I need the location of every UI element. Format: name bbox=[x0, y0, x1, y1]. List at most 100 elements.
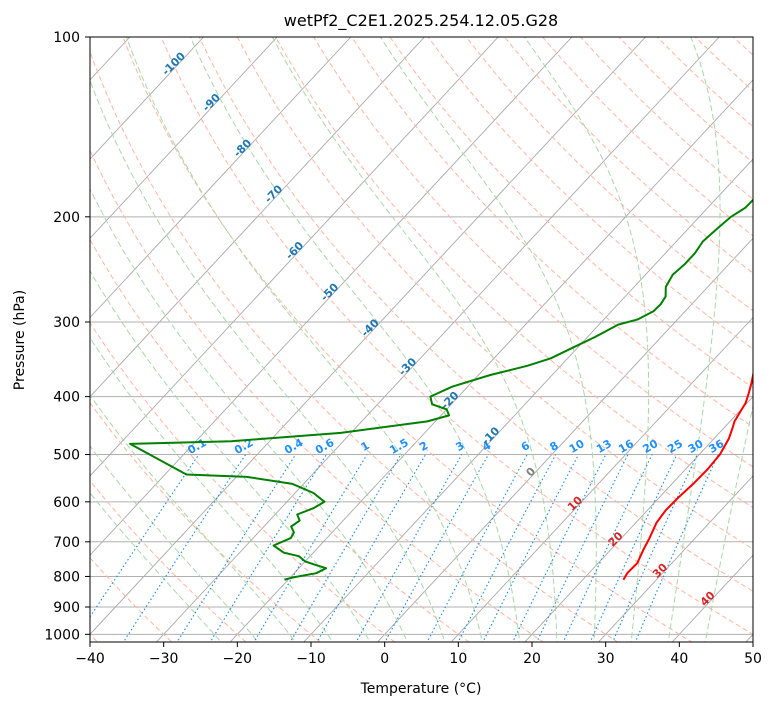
adiabat-label: -50 bbox=[318, 280, 341, 303]
mixing-ratio-label: 1 bbox=[359, 439, 372, 454]
mixing-ratio-label: 16 bbox=[616, 437, 636, 456]
isotherm-line bbox=[671, 554, 753, 642]
mixing-ratio-line bbox=[634, 454, 719, 642]
mixing-ratio-label: 10 bbox=[567, 437, 587, 456]
moist-adiabat-line bbox=[90, 269, 371, 642]
dry-adiabat-line bbox=[580, 37, 753, 200]
y-tick-label: 400 bbox=[53, 390, 80, 406]
y-tick-label: 500 bbox=[53, 448, 80, 464]
x-tick-label: 20 bbox=[523, 651, 541, 667]
y-tick-label: 100 bbox=[53, 30, 80, 46]
mixing-ratio-line bbox=[289, 454, 402, 642]
y-tick-label: 300 bbox=[53, 315, 80, 331]
moist-adiabat-line bbox=[272, 37, 558, 642]
x-tick-label: −10 bbox=[296, 651, 326, 667]
dry-adiabat-line bbox=[236, 37, 753, 550]
temperature-profile-line bbox=[622, 370, 753, 581]
isotherm-line bbox=[0, 37, 56, 647]
moist-adiabat-line bbox=[90, 187, 409, 642]
x-tick-label: 10 bbox=[449, 651, 467, 667]
isotherm-line bbox=[155, 37, 720, 642]
adiabat-label: -70 bbox=[262, 182, 285, 205]
mixing-ratio-label: 2 bbox=[417, 439, 430, 454]
x-tick-label: 50 bbox=[744, 651, 762, 667]
isotherm-line bbox=[90, 37, 425, 398]
mixing-ratio-line bbox=[536, 454, 629, 642]
mixing-ratio-label: 25 bbox=[665, 437, 685, 456]
mixing-ratio-line bbox=[253, 454, 368, 642]
x-tick-label: 30 bbox=[597, 651, 615, 667]
y-tick-label: 1000 bbox=[44, 627, 80, 643]
mixing-ratio-label: 0.6 bbox=[313, 436, 337, 457]
dry-adiabat-line bbox=[427, 37, 753, 350]
isotherm-line bbox=[90, 37, 499, 477]
dry-adiabat-line bbox=[122, 37, 693, 642]
moist-adiabat-line bbox=[90, 79, 446, 642]
mixing-ratio-line bbox=[90, 454, 200, 618]
isotherm-line bbox=[303, 158, 753, 642]
mixing-ratio-label: 30 bbox=[686, 437, 706, 456]
mixing-ratio-label: 3 bbox=[453, 439, 466, 454]
isotherm-line bbox=[229, 79, 753, 642]
adiabat-label: -30 bbox=[396, 355, 419, 378]
adiabat-label: -40 bbox=[359, 316, 382, 339]
adiabat-label: -100 bbox=[159, 49, 188, 78]
dry-adiabat-line bbox=[90, 149, 545, 642]
mixing-ratio-label: 0.1 bbox=[185, 436, 208, 457]
mixing-ratio-line bbox=[562, 454, 653, 642]
mixing-ratio-label: 8 bbox=[547, 439, 560, 454]
x-tick-label: −30 bbox=[149, 651, 179, 667]
moist-adiabat-line bbox=[90, 394, 297, 642]
y-tick-label: 600 bbox=[53, 495, 80, 511]
moist-adiabat-line bbox=[523, 37, 650, 642]
y-tick-label: 900 bbox=[53, 600, 80, 616]
dry-adiabat-line bbox=[656, 37, 753, 128]
y-tick-label: 800 bbox=[53, 569, 80, 585]
y-axis-label: Pressure (hPa) bbox=[12, 290, 28, 390]
mixing-ratio-line bbox=[482, 454, 579, 642]
moist-adiabat-line bbox=[189, 37, 521, 642]
dry-adiabat-line bbox=[90, 556, 173, 642]
dry-adiabat-line bbox=[313, 37, 753, 468]
mixing-ratio-label: 1.5 bbox=[387, 436, 410, 457]
mixing-ratio-line bbox=[457, 454, 557, 642]
moist-adiabat-line bbox=[90, 492, 222, 642]
x-tick-label: −40 bbox=[75, 651, 105, 667]
dry-adiabat-line bbox=[275, 37, 753, 509]
dry-adiabat-line bbox=[90, 479, 247, 642]
chart-title: wetPf2_C2E1.2025.254.12.05.G28 bbox=[284, 11, 558, 31]
isotherm-label: 10 bbox=[565, 493, 585, 513]
mixing-ratio-line bbox=[384, 454, 489, 642]
dry-adiabat-line bbox=[618, 37, 753, 164]
isotherm-label: 30 bbox=[650, 560, 670, 580]
x-tick-label: 40 bbox=[670, 651, 688, 667]
dry-adiabat-line bbox=[90, 321, 396, 642]
dry-adiabat-line bbox=[160, 37, 753, 635]
mixing-ratio-label: 20 bbox=[641, 437, 661, 456]
isotherm-line bbox=[745, 633, 753, 642]
x-axis-label: Temperature (°C) bbox=[360, 681, 482, 697]
isotherm-line bbox=[90, 37, 278, 239]
mixing-ratio-line bbox=[176, 454, 297, 642]
mixing-ratio-label: 0.4 bbox=[282, 436, 306, 457]
moist-adiabat-line bbox=[667, 37, 721, 642]
mixing-ratio-line bbox=[355, 454, 463, 642]
dendritic-curve bbox=[0, 37, 9, 647]
isotherm-line bbox=[524, 396, 753, 642]
adiabat-label: -60 bbox=[283, 239, 306, 262]
moist-adiabat-line bbox=[380, 37, 597, 642]
dry-adiabat-line bbox=[733, 37, 753, 56]
y-tick-label: 700 bbox=[53, 535, 80, 551]
mixing-ratio-line bbox=[122, 454, 247, 642]
isotherm-line bbox=[376, 237, 753, 642]
dry-adiabat-line bbox=[351, 37, 753, 428]
isotherm-label: 20 bbox=[606, 529, 626, 549]
dewpoint-profile-line bbox=[129, 198, 753, 581]
moist-adiabat-line bbox=[90, 445, 259, 642]
dry-adiabat-line bbox=[465, 37, 753, 312]
dry-adiabat-line bbox=[90, 238, 470, 642]
mixing-ratio-line bbox=[589, 454, 678, 642]
mixing-ratio-line bbox=[426, 454, 528, 642]
adiabat-label: -90 bbox=[200, 91, 223, 114]
